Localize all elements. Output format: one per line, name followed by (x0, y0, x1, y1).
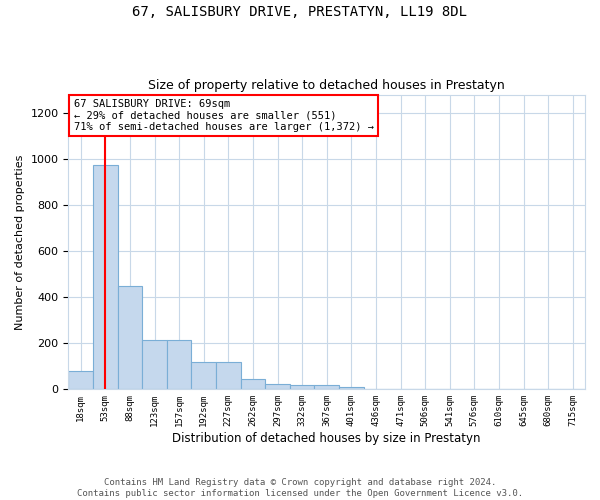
Bar (339, 387, 364, 390)
Y-axis label: Number of detached properties: Number of detached properties (15, 154, 25, 330)
Bar (142, 340, 167, 390)
Bar (68, 371, 93, 390)
Bar (93, 165, 118, 390)
Bar (191, 362, 216, 390)
Bar (290, 384, 314, 390)
Bar (167, 340, 191, 390)
X-axis label: Distribution of detached houses by size in Prestatyn: Distribution of detached houses by size … (172, 432, 481, 445)
Text: Contains HM Land Registry data © Crown copyright and database right 2024.
Contai: Contains HM Land Registry data © Crown c… (77, 478, 523, 498)
Bar (314, 384, 339, 390)
Bar (216, 362, 241, 390)
Bar (118, 286, 142, 390)
Text: 67, SALISBURY DRIVE, PRESTATYN, LL19 8DL: 67, SALISBURY DRIVE, PRESTATYN, LL19 8DL (133, 5, 467, 19)
Title: Size of property relative to detached houses in Prestatyn: Size of property relative to detached ho… (148, 79, 505, 92)
Bar (265, 384, 290, 390)
Text: 67 SALISBURY DRIVE: 69sqm
← 29% of detached houses are smaller (551)
71% of semi: 67 SALISBURY DRIVE: 69sqm ← 29% of detac… (74, 99, 374, 132)
Bar (241, 379, 265, 390)
